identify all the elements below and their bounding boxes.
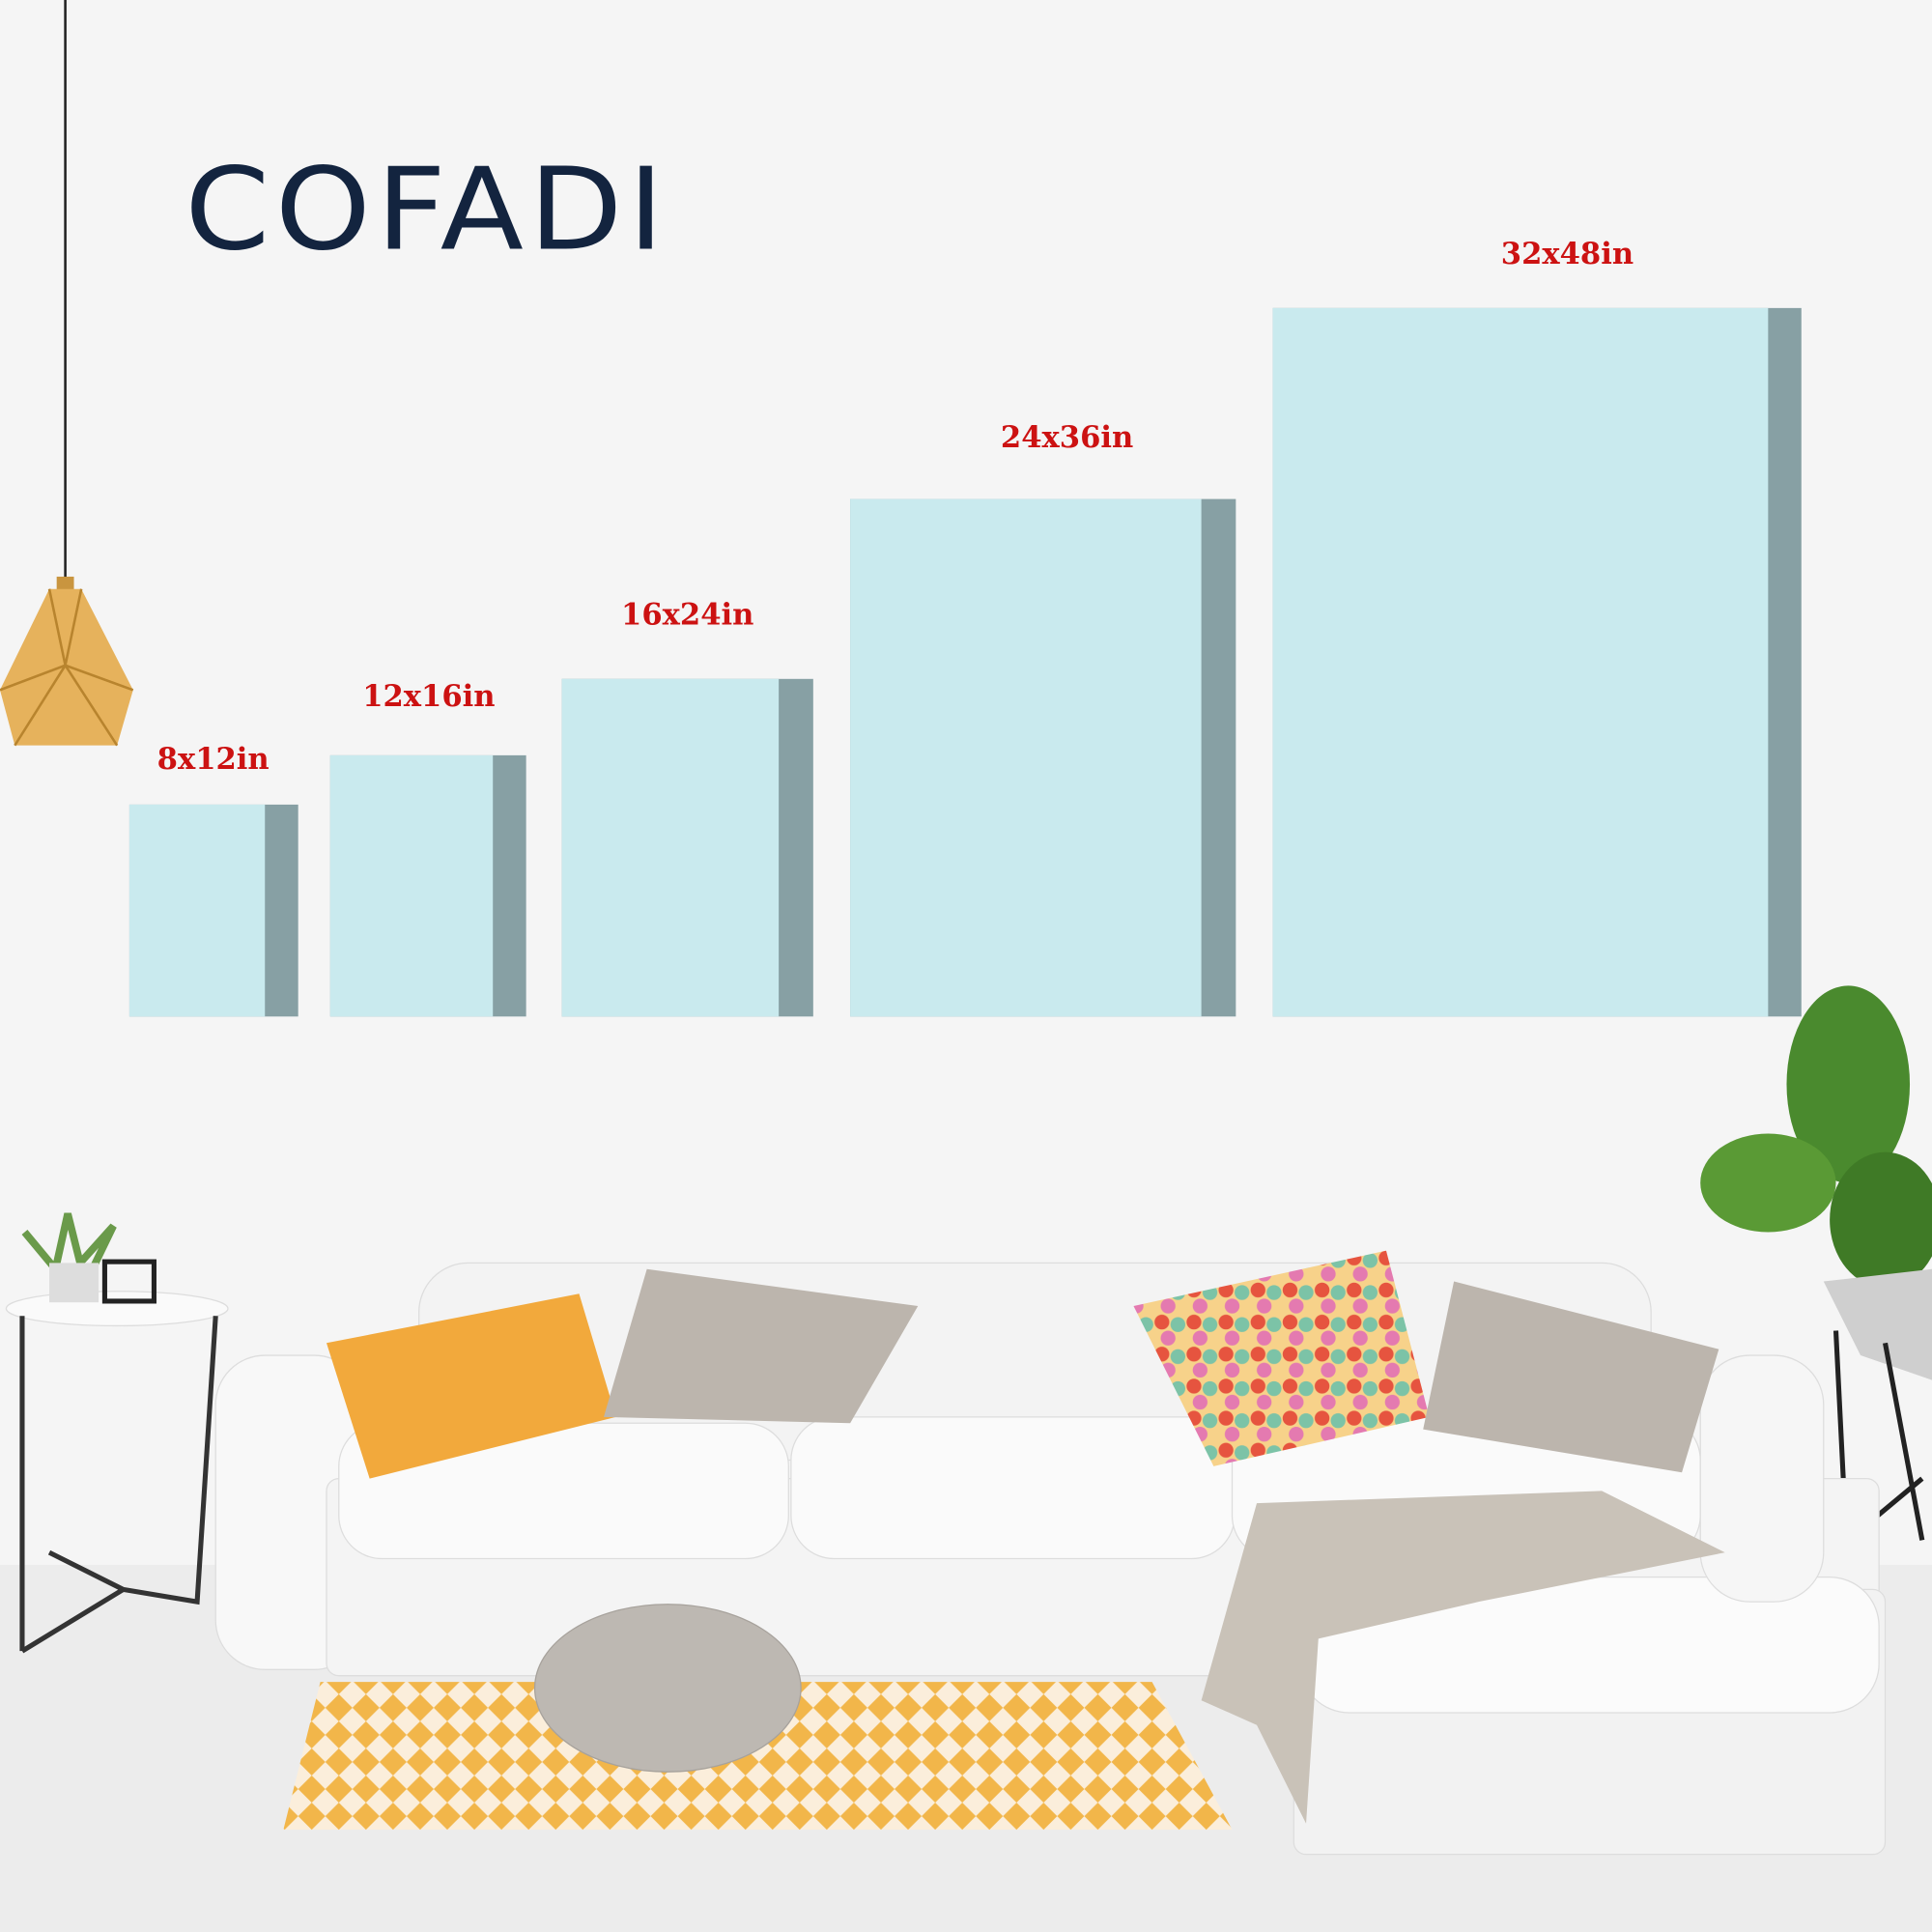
pillow-grey-right xyxy=(1423,1281,1719,1473)
canvas-8x12: 8x12in xyxy=(128,742,298,1017)
size-label: 12x16in xyxy=(362,679,495,714)
canvas-24x36: 24x36in xyxy=(850,420,1236,1017)
pillow-patterned xyxy=(1133,1250,1430,1466)
canvas-12x16: 12x16in xyxy=(329,679,526,1017)
size-label: 16x24in xyxy=(621,598,753,633)
pouf xyxy=(533,1604,802,1773)
brand-logo: COFADI xyxy=(185,144,668,276)
size-label: 8x12in xyxy=(157,742,270,777)
pendant-lamp xyxy=(0,0,134,747)
pillow-orange xyxy=(327,1293,616,1479)
size-label: 32x48in xyxy=(1501,237,1634,271)
potted-plant xyxy=(1700,985,1932,1577)
canvas-32x48: 32x48in xyxy=(1272,237,1802,1017)
canvas-16x24: 16x24in xyxy=(561,598,813,1017)
rug xyxy=(283,1682,1233,1831)
size-label: 24x36in xyxy=(1001,420,1133,455)
side-table xyxy=(5,1212,229,1654)
pillow-grey xyxy=(604,1268,919,1424)
